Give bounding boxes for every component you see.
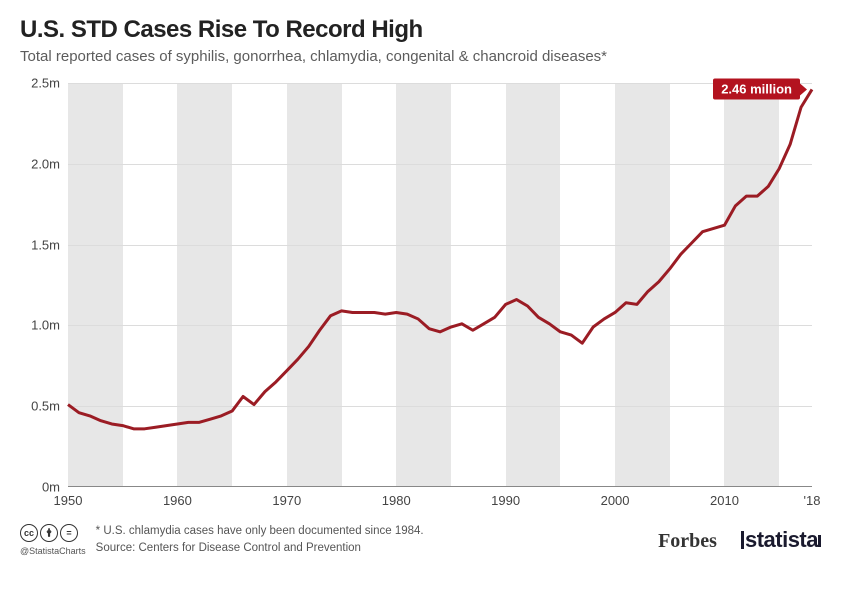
x-tick-label: 1970 bbox=[272, 493, 301, 508]
brand-logos: Forbes statista bbox=[658, 527, 822, 553]
social-handle: @StatistaCharts bbox=[20, 546, 86, 556]
x-tick-label: 1960 bbox=[163, 493, 192, 508]
x-axis: 1950196019701980199020002010'18 bbox=[68, 491, 812, 513]
footer: cc 🛉 = @StatistaCharts * U.S. chlamydia … bbox=[20, 523, 822, 558]
cc-icon: cc bbox=[20, 524, 38, 542]
chart-title: U.S. STD Cases Rise To Record High bbox=[20, 16, 822, 44]
x-tick-label: '18 bbox=[804, 493, 821, 508]
nd-icon: = bbox=[60, 524, 78, 542]
chart-area: 0m0.5m1.0m1.5m2.0m2.5m 2.46 million 1950… bbox=[20, 83, 822, 513]
x-tick-label: 1950 bbox=[54, 493, 83, 508]
footnote: * U.S. chlamydia cases have only been do… bbox=[96, 523, 424, 540]
source-line: Source: Centers for Disease Control and … bbox=[96, 540, 424, 557]
statista-logo: statista bbox=[741, 527, 822, 553]
y-tick-label: 0.5m bbox=[31, 399, 60, 414]
plot-area: 2.46 million bbox=[68, 83, 812, 487]
line-series bbox=[68, 83, 812, 487]
x-tick-label: 1980 bbox=[382, 493, 411, 508]
y-tick-label: 1.5m bbox=[31, 237, 60, 252]
x-tick-label: 1990 bbox=[491, 493, 520, 508]
chart-subtitle: Total reported cases of syphilis, gonorr… bbox=[20, 48, 822, 65]
by-icon: 🛉 bbox=[40, 524, 58, 542]
y-tick-label: 2.5m bbox=[31, 76, 60, 91]
y-tick-label: 2.0m bbox=[31, 156, 60, 171]
x-baseline bbox=[68, 486, 812, 487]
y-axis: 0m0.5m1.0m1.5m2.0m2.5m bbox=[20, 83, 66, 487]
footer-text: * U.S. chlamydia cases have only been do… bbox=[96, 523, 424, 558]
forbes-logo: Forbes bbox=[658, 530, 717, 553]
license-block: cc 🛉 = @StatistaCharts bbox=[20, 524, 86, 556]
x-tick-label: 2000 bbox=[601, 493, 630, 508]
y-tick-label: 1.0m bbox=[31, 318, 60, 333]
x-tick-label: 2010 bbox=[710, 493, 739, 508]
callout-label: 2.46 million bbox=[713, 79, 800, 100]
